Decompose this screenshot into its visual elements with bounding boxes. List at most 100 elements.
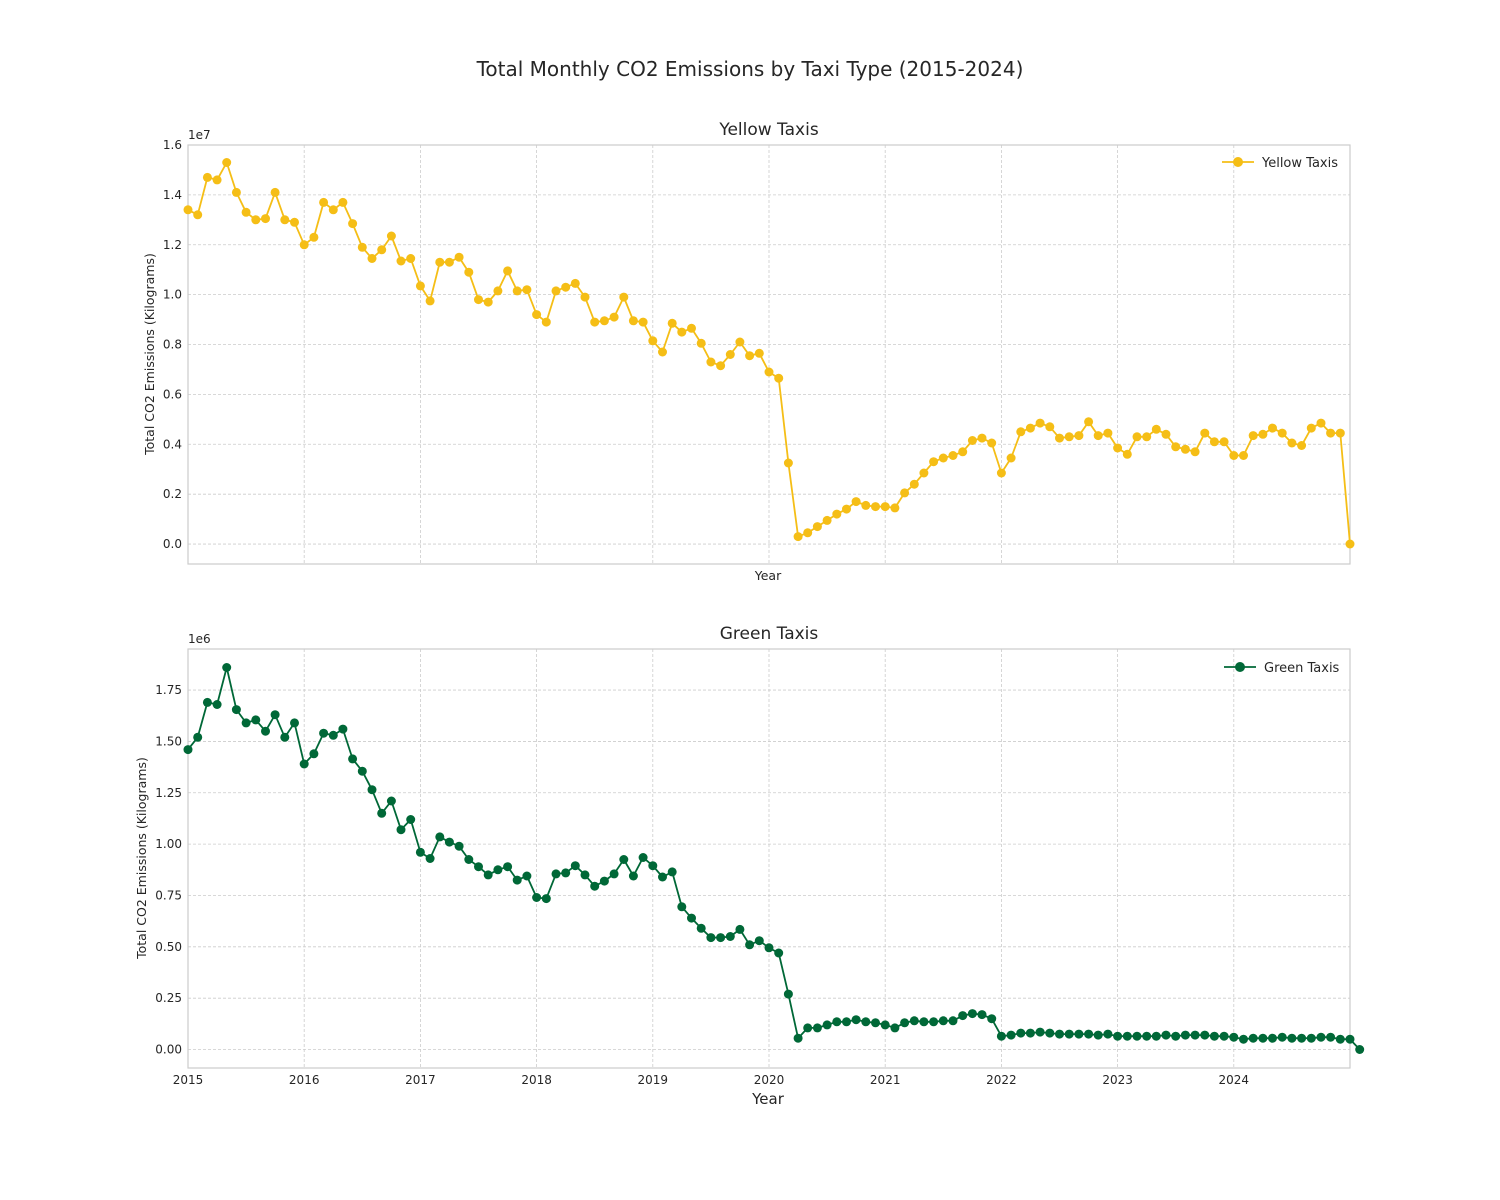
y-tick-label: 1.00 (155, 837, 182, 851)
y-axis-label: Total CO2 Emissions (Kilograms) (142, 253, 157, 456)
data-point (435, 832, 445, 842)
legend-label-yellow: Yellow Taxis (1261, 156, 1338, 171)
data-point (1335, 428, 1345, 438)
data-point (309, 749, 319, 759)
data-point (1297, 441, 1307, 450)
data-point (793, 532, 803, 542)
data-point (1093, 1030, 1103, 1040)
y-tick-labels: 0.00 0.25 0.50 0.75 1.00 1.25 1.50 1.75 (155, 683, 182, 1056)
data-point (754, 936, 764, 946)
data-point (338, 724, 348, 734)
data-point (1006, 453, 1016, 463)
data-point (1161, 429, 1171, 439)
legend-label-green: Green Taxis (1264, 661, 1340, 676)
data-point (919, 468, 929, 478)
data-point (725, 932, 735, 941)
data-point (474, 295, 483, 305)
data-point (454, 841, 464, 851)
data-point (696, 338, 706, 348)
y-tick-label: 0.50 (155, 940, 182, 954)
data-point (929, 1017, 939, 1027)
data-point (1287, 438, 1297, 448)
data-point (687, 913, 696, 923)
data-point (967, 1009, 977, 1019)
y-offset-label: 1e7 (188, 128, 211, 142)
y-tick-label: 0.8 (163, 338, 182, 352)
data-point (522, 285, 532, 295)
data-point (483, 297, 493, 307)
data-point (328, 205, 338, 215)
data-point (406, 815, 416, 824)
green-taxis-panel: 0.000.250.500.751.001.251.501.75 2015 201… (134, 624, 1365, 1108)
data-point (1287, 1033, 1297, 1043)
data-point (357, 766, 367, 776)
data-point (677, 327, 687, 337)
data-point (1219, 437, 1229, 447)
data-point (590, 317, 600, 327)
data-point (861, 500, 871, 510)
data-point (638, 317, 648, 327)
data-point (493, 286, 503, 296)
data-point (202, 172, 212, 182)
data-point (396, 256, 406, 266)
data-point (987, 1014, 997, 1024)
data-point (1277, 1032, 1287, 1042)
y-tick-label: 0.6 (163, 387, 182, 401)
data-point (774, 373, 784, 383)
data-point (1084, 417, 1094, 427)
data-point (1084, 1029, 1094, 1039)
data-point (1025, 1028, 1035, 1038)
data-point (1103, 1029, 1113, 1039)
gridlines (188, 144, 1350, 564)
data-point (444, 257, 454, 267)
data-point (919, 1017, 929, 1027)
data-point (1074, 431, 1084, 441)
data-point (1306, 423, 1316, 433)
data-point (1103, 428, 1113, 438)
data-point (1229, 451, 1239, 460)
data-point (570, 861, 580, 871)
data-point (261, 726, 270, 736)
y-axis-label: Total CO2 Emissions (Kilograms) (134, 757, 149, 960)
data-point (812, 522, 822, 532)
data-point (890, 503, 900, 513)
y-tick-label: 1.6 (163, 138, 182, 152)
data-point (1335, 1034, 1345, 1044)
data-point (1035, 1027, 1045, 1037)
data-point (532, 893, 542, 902)
data-point (880, 1020, 890, 1030)
data-point (861, 1017, 871, 1027)
data-point (377, 245, 387, 255)
data-point (270, 710, 280, 720)
x-tick-label: 2018 (521, 1073, 552, 1087)
panel-title: Green Taxis (720, 624, 819, 644)
legend: Green Taxis (1224, 661, 1340, 676)
data-point (1229, 1032, 1239, 1042)
x-axis-label: Year (751, 1090, 785, 1108)
data-point (1248, 1033, 1258, 1043)
data-point (803, 1023, 813, 1033)
data-point (958, 447, 968, 457)
data-point (1074, 1029, 1084, 1039)
data-point (677, 902, 687, 912)
data-point (474, 862, 483, 872)
data-point (183, 745, 193, 755)
data-point (609, 312, 619, 322)
legend-marker-yellow (1233, 157, 1243, 167)
data-point (1016, 427, 1026, 437)
data-point (1345, 1034, 1355, 1044)
data-point (745, 351, 755, 361)
data-point (880, 502, 890, 512)
data-point (1055, 1029, 1064, 1039)
y-tick-label: 1.50 (155, 734, 182, 748)
y-tick-label: 0.4 (163, 437, 182, 451)
data-point (1055, 433, 1064, 443)
data-point (1045, 1028, 1055, 1038)
data-point (1219, 1031, 1229, 1041)
y-tick-label: 0.0 (163, 537, 182, 551)
data-point (425, 854, 435, 863)
data-point (435, 257, 445, 267)
y-tick-label: 0.25 (155, 991, 182, 1005)
data-point (1122, 1031, 1132, 1041)
data-point (628, 316, 638, 326)
